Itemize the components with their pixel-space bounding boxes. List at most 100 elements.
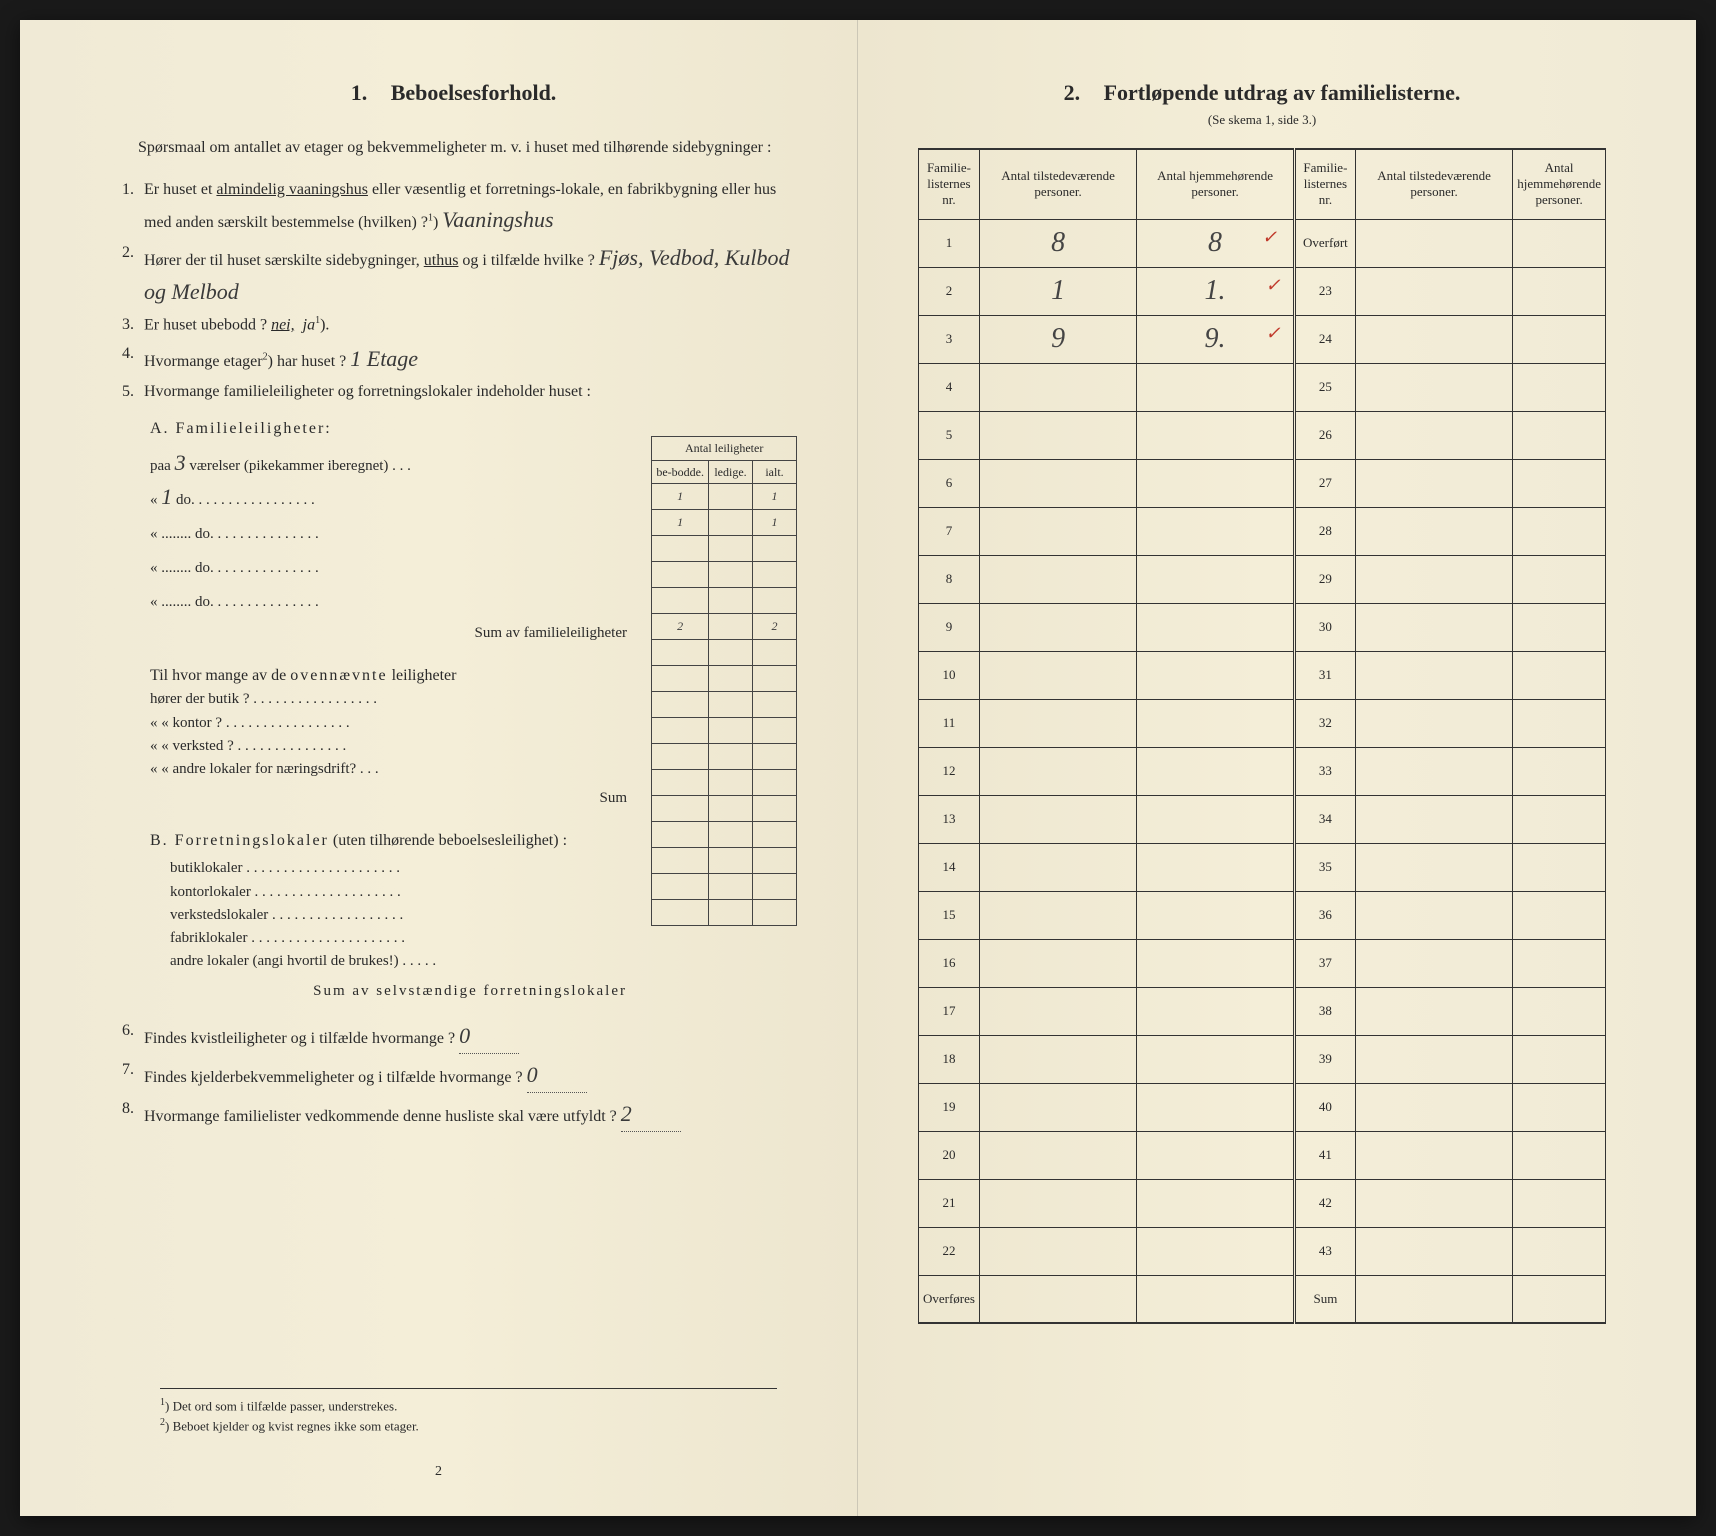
sum-b-label: Sum av selvstændige forretningslokaler xyxy=(150,980,627,1003)
sum-cell: 2 xyxy=(652,614,709,640)
cell-nr: 12 xyxy=(919,747,980,795)
cell-tilstede xyxy=(979,1035,1136,1083)
secb-row: fabriklokaler . . . . . . . . . . . . . … xyxy=(170,927,797,950)
cell-nr: 30 xyxy=(1294,603,1355,651)
cell-hjemme xyxy=(1137,987,1295,1035)
right-section-title: 2. Fortløpende utdrag av familielisterne… xyxy=(918,80,1606,106)
cell-nr: 2 xyxy=(919,267,980,315)
cell-tilstede xyxy=(979,1131,1136,1179)
cell xyxy=(652,770,709,796)
cell-hjemme xyxy=(1513,699,1606,747)
cell-tilstede xyxy=(1355,843,1512,891)
table-row: 21 42 xyxy=(919,1179,1606,1227)
cell xyxy=(652,900,709,926)
cell-tilstede xyxy=(1355,555,1512,603)
cell-tilstede xyxy=(1355,1131,1512,1179)
cell xyxy=(753,822,797,848)
cell-nr: 40 xyxy=(1294,1083,1355,1131)
cell xyxy=(709,744,753,770)
cell-tilstede xyxy=(1355,603,1512,651)
cell-tilstede xyxy=(979,939,1136,987)
q-num: 4. xyxy=(110,342,144,376)
table-row: 4 25 xyxy=(919,363,1606,411)
question-5: 5. Hvormange familieleiligheter og forre… xyxy=(110,380,797,405)
cell xyxy=(753,718,797,744)
cell-tilstede xyxy=(979,987,1136,1035)
q-text: Findes kjelderbekvemmeligheter og i tilf… xyxy=(144,1058,797,1093)
cell-tilstede xyxy=(979,891,1136,939)
th-hjemme: Antal hjemmehørende personer. xyxy=(1513,149,1606,219)
question-1: 1. Er huset et almindelig vaaningshus el… xyxy=(110,178,797,237)
cell: 1 xyxy=(652,484,709,510)
q-text: Hvormange etager2) har huset ? 1 Etage xyxy=(144,342,797,376)
cell xyxy=(652,796,709,822)
cell xyxy=(709,640,753,666)
mini-th-header: Antal leiligheter xyxy=(652,437,797,461)
cell-hjemme xyxy=(1137,651,1295,699)
cell-tilstede xyxy=(1355,891,1512,939)
cell-hjemme xyxy=(1513,507,1606,555)
cell-hjemme xyxy=(1513,843,1606,891)
question-8: 8. Hvormange familielister vedkommende d… xyxy=(110,1097,797,1132)
table-row: 7 28 xyxy=(919,507,1606,555)
cell xyxy=(753,640,797,666)
table-row: 15 36 xyxy=(919,891,1606,939)
mini-th: ledige. xyxy=(709,460,753,484)
cell-tilstede xyxy=(1355,507,1512,555)
cell-nr: 26 xyxy=(1294,411,1355,459)
cell-tilstede xyxy=(979,411,1136,459)
cell xyxy=(652,562,709,588)
q-text: Hvormange familieleiligheter og forretni… xyxy=(144,380,797,405)
cell-tilstede xyxy=(1355,459,1512,507)
cell xyxy=(709,588,753,614)
cell-nr: 17 xyxy=(919,987,980,1035)
q-num: 3. xyxy=(110,313,144,338)
cell-hjemme xyxy=(1513,459,1606,507)
cell xyxy=(709,484,753,510)
secb-row: andre lokaler (angi hvortil de brukes!) … xyxy=(170,950,797,973)
cell-tilstede xyxy=(979,555,1136,603)
cell-hjemme xyxy=(1137,1179,1295,1227)
question-6: 6. Findes kvistleiligheter og i tilfælde… xyxy=(110,1019,797,1054)
cell-hjemme xyxy=(1513,603,1606,651)
cell-tilstede xyxy=(1355,939,1512,987)
q-num: 8. xyxy=(110,1097,144,1132)
cell xyxy=(709,718,753,744)
table-row: 12 33 xyxy=(919,747,1606,795)
cell-tilstede xyxy=(1355,411,1512,459)
q8-answer: 2 xyxy=(621,1097,681,1132)
cell xyxy=(753,900,797,926)
cell-tilstede xyxy=(979,459,1136,507)
cell xyxy=(753,744,797,770)
cell-hjemme xyxy=(1137,795,1295,843)
cell-hjemme xyxy=(1137,699,1295,747)
q-text: Hører der til huset særskilte sidebygnin… xyxy=(144,241,797,309)
th-hjemme: Antal hjemmehørende personer. xyxy=(1137,149,1295,219)
cell-hjemme xyxy=(1513,555,1606,603)
cell-tilstede xyxy=(979,507,1136,555)
cell-nr: 43 xyxy=(1294,1227,1355,1275)
cell-nr: 18 xyxy=(919,1035,980,1083)
cell xyxy=(652,536,709,562)
mini-th: be-bodde. xyxy=(652,460,709,484)
section-num: 1. xyxy=(351,80,368,105)
document-spread: 1. Beboelsesforhold. Spørsmaal om antall… xyxy=(20,20,1696,1516)
cell-hjemme xyxy=(1513,219,1606,267)
cell-hjemme xyxy=(1137,747,1295,795)
table-row: 6 27 xyxy=(919,459,1606,507)
cell-hjemme xyxy=(1513,987,1606,1035)
table-row: 5 26 xyxy=(919,411,1606,459)
cell xyxy=(753,770,797,796)
cell xyxy=(652,718,709,744)
cell-tilstede xyxy=(1355,699,1512,747)
cell xyxy=(753,874,797,900)
cell xyxy=(709,666,753,692)
cell-tilstede xyxy=(1355,267,1512,315)
table-body: 1 8 8✓ Overført 2 1 1.✓ 23 3 9 9.✓ 24 4 … xyxy=(919,219,1606,1323)
cell-hjemme: 8✓ xyxy=(1137,219,1295,267)
table-row: 3 9 9.✓ 24 xyxy=(919,315,1606,363)
cell xyxy=(652,822,709,848)
cell-hjemme: 1.✓ xyxy=(1137,267,1295,315)
q4-answer: 1 Etage xyxy=(350,346,418,371)
cell-nr: 36 xyxy=(1294,891,1355,939)
